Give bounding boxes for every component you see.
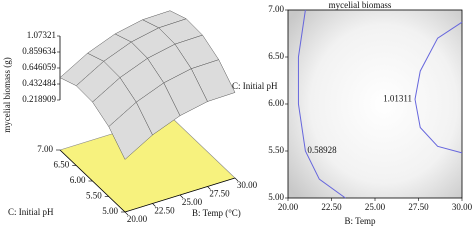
x-tick-label: 20.00 bbox=[127, 214, 148, 224]
contour-background bbox=[288, 10, 462, 198]
y-tick-label: 5.00 bbox=[102, 206, 118, 216]
y-tick-label: 6.50 bbox=[268, 51, 284, 61]
y-tick-label: 5.00 bbox=[268, 192, 284, 202]
x-tick bbox=[152, 203, 156, 207]
contour-line bbox=[414, 21, 463, 154]
y-tick-label: 5.50 bbox=[86, 191, 102, 201]
x-tick-label: 27.50 bbox=[408, 202, 429, 212]
y-tick-label: 5.50 bbox=[268, 145, 284, 155]
y-tick-label: 6.00 bbox=[70, 175, 86, 185]
contour-x-label: B: Temp bbox=[345, 216, 376, 226]
x-tick-label: 22.50 bbox=[321, 202, 342, 212]
y-tick-label: 6.50 bbox=[54, 160, 70, 170]
y-tick-label: 7.00 bbox=[37, 144, 53, 154]
x-tick-label: 25.00 bbox=[365, 202, 386, 212]
x-tick-label: 27.50 bbox=[209, 189, 230, 199]
surface-y-label: C: Initial pH bbox=[8, 207, 54, 217]
contour-y-label: C: Initial pH bbox=[232, 81, 278, 91]
contour-label: 1.01311 bbox=[383, 93, 412, 103]
x-tick bbox=[207, 186, 211, 190]
x-tick-label: 20.00 bbox=[278, 202, 299, 212]
z-tick-label: 0.218909 bbox=[22, 94, 56, 104]
contour-label: 0.58928 bbox=[307, 145, 337, 155]
z-tick-label: 0.646059 bbox=[22, 62, 56, 72]
contour-line bbox=[297, 9, 346, 199]
x-tick-label: 22.50 bbox=[154, 206, 175, 216]
surface-patch bbox=[108, 101, 153, 160]
x-tick bbox=[179, 194, 184, 199]
surface-x-label: B: Temp (°C) bbox=[192, 208, 241, 218]
x-tick bbox=[234, 177, 239, 182]
x-tick bbox=[124, 211, 129, 216]
z-tick-label: 1.07321 bbox=[27, 30, 56, 40]
z-tick-label: 0.432484 bbox=[22, 78, 56, 88]
z-tick-label: 0.859634 bbox=[22, 46, 56, 56]
surface-z-label: mycelial biomass (g) bbox=[2, 57, 12, 132]
x-tick-label: 30.00 bbox=[452, 202, 473, 212]
x-tick-label: 30.00 bbox=[237, 180, 258, 190]
x-tick-label: 25.00 bbox=[182, 197, 203, 207]
figure: mycelial biomass B: Temp C: Initial pH m… bbox=[2, 0, 473, 226]
y-tick-label: 7.00 bbox=[268, 4, 284, 14]
y-tick-label: 6.00 bbox=[268, 98, 284, 108]
contour-title: mycelial biomass bbox=[329, 0, 392, 10]
